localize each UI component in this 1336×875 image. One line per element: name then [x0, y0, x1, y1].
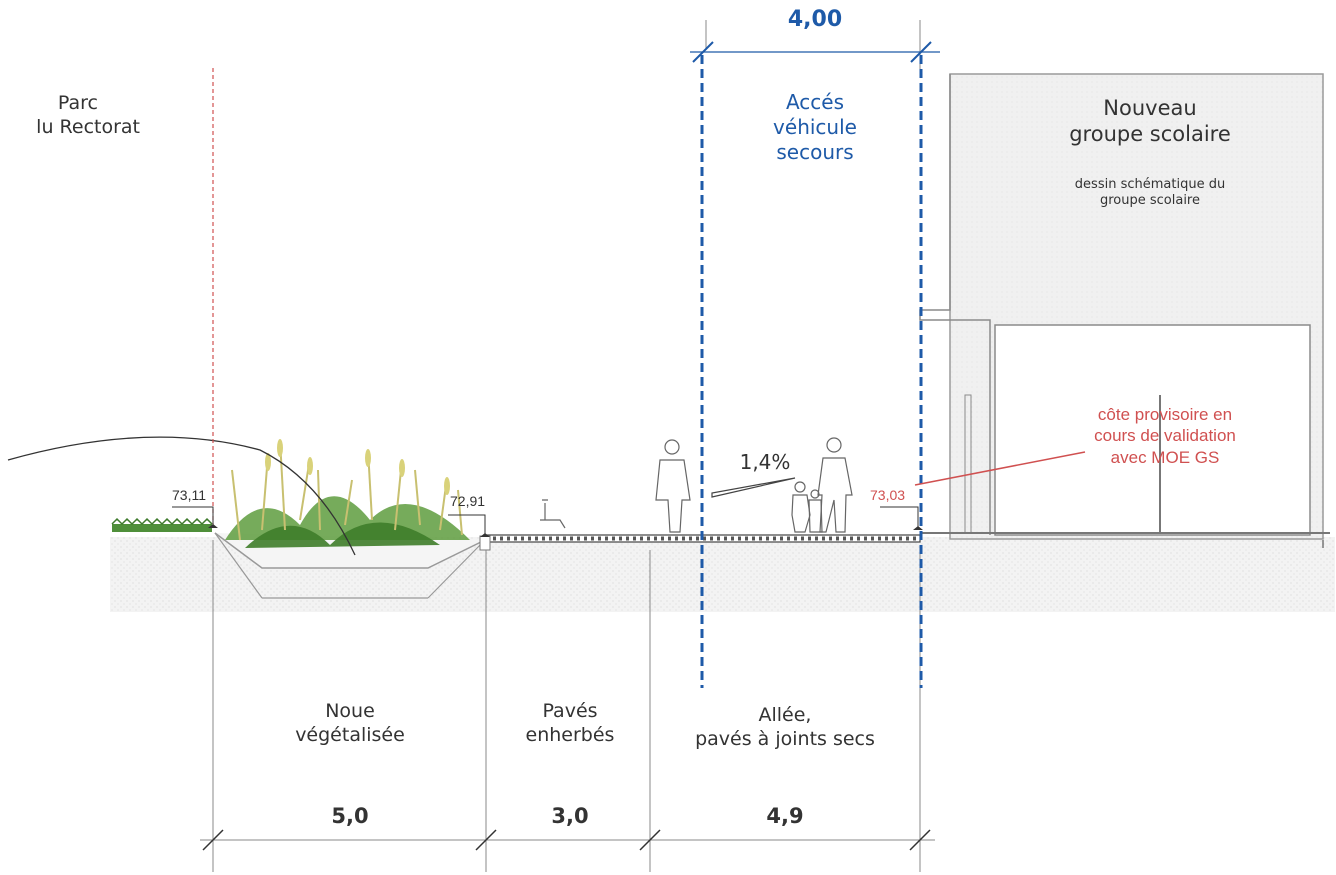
- elevation-right: 73,03: [870, 487, 906, 503]
- grass-strip: [111, 517, 213, 532]
- elevation-mid: 72,91: [450, 493, 486, 509]
- swale-vegetation: [225, 439, 470, 548]
- section-noue-width: 5,0: [331, 804, 369, 828]
- section-noue-line2: végétalisée: [295, 723, 405, 746]
- school-subtitle-line2: groupe scolaire: [1099, 193, 1200, 209]
- section-allee-label: Allée, pavés à joints secs: [660, 704, 910, 752]
- access-line1: Accés: [785, 90, 845, 114]
- school-building: [919, 73, 1330, 548]
- section-noue-line1: Noue: [325, 700, 375, 722]
- note-line2: cours de validation: [1094, 426, 1236, 446]
- access-width-label: 4,00: [787, 7, 843, 32]
- note-leader-line: [914, 451, 1086, 486]
- slope-label: 1,4%: [739, 450, 791, 474]
- school-subtitle-line1: dessin schématique du: [1074, 177, 1226, 192]
- tree-canopy-outline: [7, 436, 356, 556]
- section-paves-line1: Pavés: [542, 700, 598, 722]
- section-paves-line2: enherbés: [525, 723, 615, 746]
- slope-arrow: [711, 477, 796, 498]
- section-allee-line1: Allée,: [758, 704, 812, 726]
- access-lines: [700, 55, 923, 688]
- provisional-elevation-note: côte provisoire en cours de validation a…: [1060, 404, 1270, 468]
- access-line2: véhicule: [773, 115, 857, 139]
- school-title-line1: Nouveau: [1103, 96, 1197, 120]
- section-noue-label: Noue végétalisée: [270, 700, 430, 748]
- section-allee-line2: pavés à joints secs: [695, 727, 875, 750]
- school-title-line2: groupe scolaire: [1069, 122, 1231, 147]
- school-subtitle: dessin schématique du groupe scolaire: [1030, 177, 1270, 210]
- left-park-line2: lu Rectorat: [36, 115, 140, 138]
- access-line3: secours: [776, 140, 854, 164]
- access-label: Accés véhicule secours: [735, 90, 895, 165]
- section-paves-width: 3,0: [551, 804, 589, 828]
- section-allee-width: 4,9: [766, 804, 804, 828]
- pedestrian-figures: [540, 437, 853, 533]
- school-title: Nouveau groupe scolaire: [1030, 95, 1270, 148]
- left-park-line1: Parc: [57, 92, 98, 114]
- left-park-label: Parc lu Rectorat: [0, 92, 140, 140]
- elevation-left: 73,11: [172, 487, 206, 503]
- note-line1: côte provisoire en: [1097, 405, 1233, 424]
- note-line3: avec MOE GS: [1110, 447, 1220, 467]
- section-paves-label: Pavés enherbés: [500, 700, 640, 748]
